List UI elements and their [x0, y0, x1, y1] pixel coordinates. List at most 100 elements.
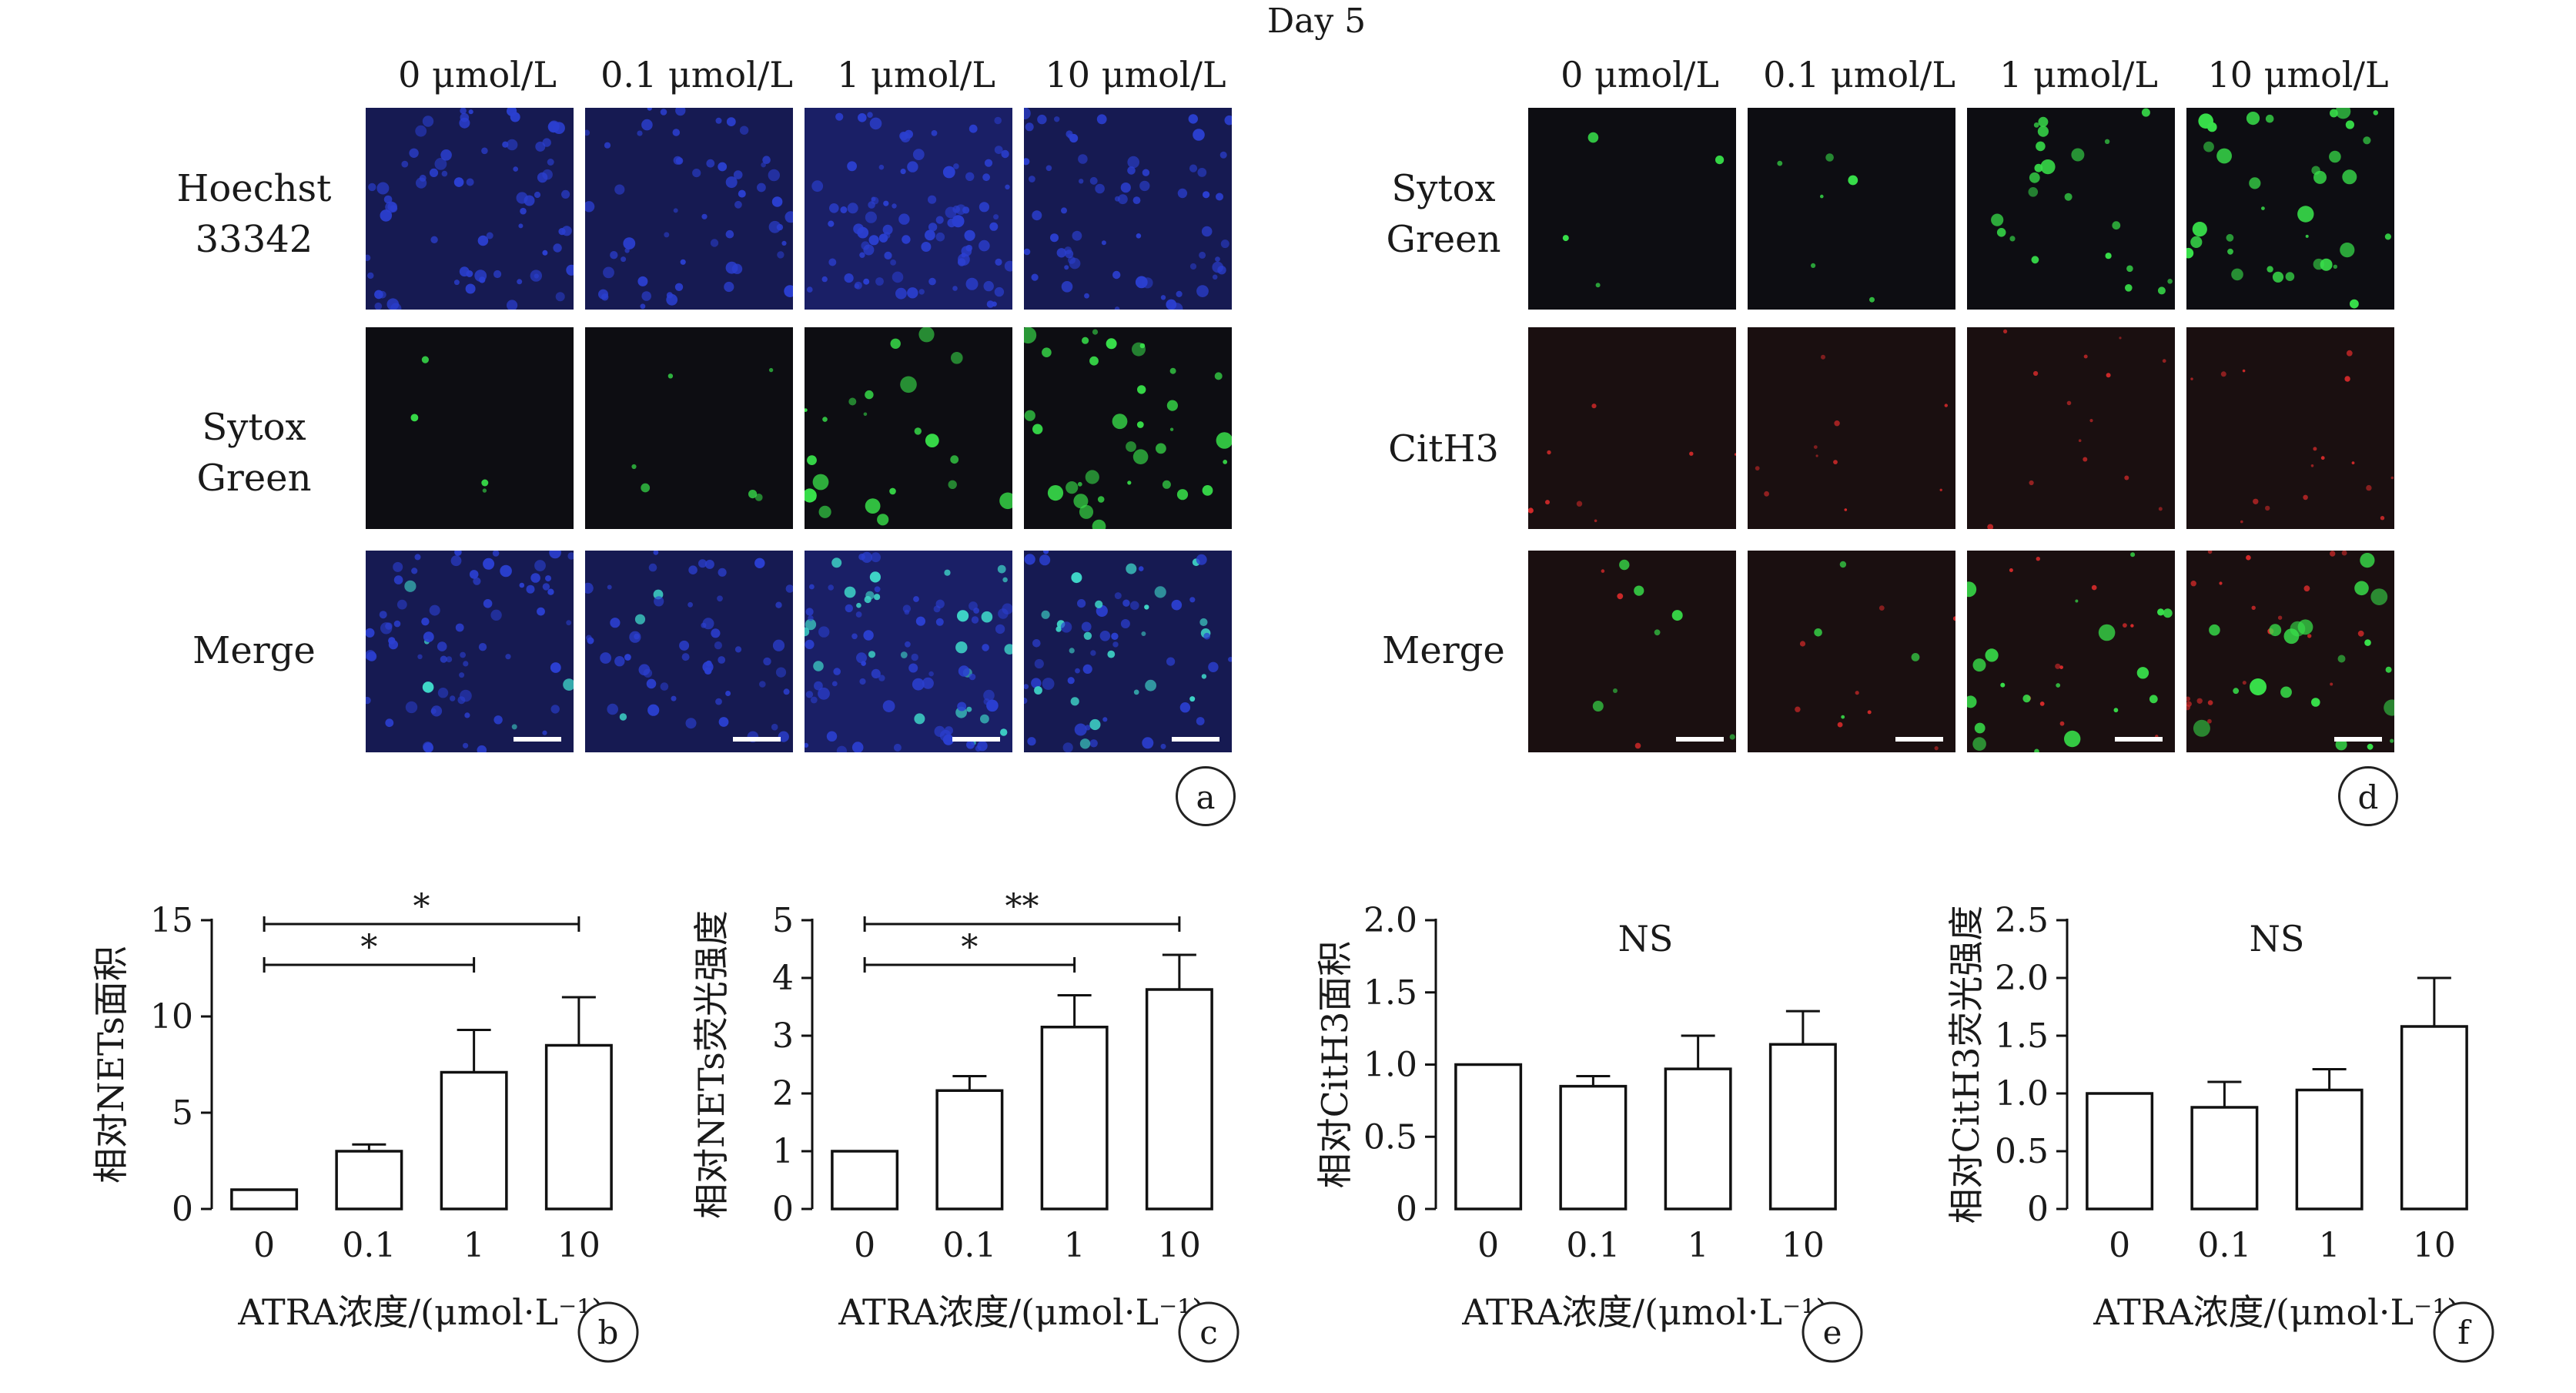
bar: [2190, 1106, 2259, 1211]
scale-bar: [1676, 737, 1724, 742]
figure-title: Day 5: [1266, 2, 1367, 41]
x-tick-label: 1: [1688, 1226, 1709, 1265]
micrograph-panel: [1024, 327, 1232, 529]
bar: [440, 1070, 508, 1211]
x-tick-label: 0.1: [1566, 1226, 1620, 1265]
panel-letter-circle: [1802, 1301, 1863, 1363]
significance-label: *: [413, 887, 430, 926]
panel-a-col-label: 0 μmol/L: [398, 54, 557, 95]
scale-bar: [2115, 737, 2163, 742]
x-tick-label: 0: [1477, 1226, 1499, 1265]
bar: [935, 1089, 1004, 1211]
x-tick-label: 0: [854, 1226, 875, 1265]
y-tick-label: 0: [172, 1190, 193, 1229]
panel-a-col-label: 0.1 μmol/L: [601, 54, 793, 95]
panel-d-col-label: 0 μmol/L: [1561, 54, 1719, 95]
x-tick-label: 0.1: [342, 1226, 396, 1265]
bar: [1559, 1084, 1628, 1211]
micrograph-panel: [805, 108, 1012, 310]
y-axis-label: 相对NETs面积: [90, 946, 132, 1184]
bar: [1768, 1043, 1837, 1211]
y-tick-label: 3: [772, 1016, 794, 1056]
panel-a-letter: a: [1176, 766, 1236, 826]
y-axis-label: 相对NETs荧光强度: [691, 910, 732, 1219]
x-tick-label: 1: [463, 1226, 485, 1265]
y-axis-label: 相对CitH3面积: [1314, 941, 1356, 1189]
x-tick-label: 10: [2413, 1226, 2456, 1265]
y-tick-label: 1.0: [1363, 1046, 1417, 1085]
x-axis-label: ATRA浓度/(μmol·L⁻¹): [237, 1291, 604, 1333]
y-tick-label: 2.0: [1995, 959, 2049, 998]
panel-d-row-label: Sytox Green: [1386, 167, 1501, 261]
y-tick-label: 15: [150, 901, 193, 940]
bar: [1664, 1067, 1732, 1211]
y-tick-label: 10: [150, 997, 193, 1036]
panel-d-letter: d: [2338, 766, 2398, 826]
micrograph-panel: [585, 551, 793, 752]
y-tick-label: 1: [772, 1132, 794, 1171]
panel-letter: e: [1823, 1314, 1842, 1351]
micrograph-panel: [1024, 108, 1232, 310]
micrograph-panel: [1748, 551, 1955, 752]
bar: [2295, 1088, 2364, 1211]
x-axis-label: ATRA浓度/(μmol·L⁻¹): [838, 1291, 1205, 1333]
ns-annotation: NS: [2250, 918, 2305, 959]
x-tick-label: 10: [1158, 1226, 1201, 1265]
panel-d-row-label: Merge: [1382, 629, 1505, 672]
micrograph-panel: [585, 108, 793, 310]
micrograph-panel: [1528, 551, 1736, 752]
y-tick-label: 4: [772, 959, 794, 998]
bar: [1145, 988, 1213, 1211]
x-tick-label: 1: [1064, 1226, 1086, 1265]
micrograph-panel: [366, 551, 574, 752]
scale-bar: [1895, 737, 1943, 742]
panel-a-row-label: Hoechst 33342: [176, 167, 332, 261]
bar: [831, 1150, 899, 1211]
micrograph-panel: [2186, 551, 2394, 752]
x-tick-label: 0: [253, 1226, 275, 1265]
scale-bar: [952, 737, 1000, 742]
bar: [335, 1150, 403, 1211]
x-tick-label: 1: [2319, 1226, 2340, 1265]
scale-bar: [2334, 737, 2382, 742]
micrograph-panel: [805, 327, 1012, 529]
panel-d-col-label: 0.1 μmol/L: [1763, 54, 1955, 95]
panel-a-row-label: Merge: [192, 629, 316, 672]
scale-bar: [1172, 737, 1219, 742]
panel-d-row-label: CitH3: [1388, 427, 1499, 470]
micrograph-panel: [1024, 551, 1232, 752]
y-tick-label: 0.5: [1995, 1132, 2049, 1171]
micrograph-panel: [2186, 327, 2394, 529]
micrograph-panel: [1748, 108, 1955, 310]
x-tick-label: 10: [557, 1226, 601, 1265]
panel-letter-circle: [1178, 1301, 1239, 1363]
panel-d-col-label: 1 μmol/L: [1999, 54, 2158, 95]
significance-label: **: [1005, 887, 1039, 926]
bar: [2400, 1025, 2468, 1211]
micrograph-panel: [1967, 327, 2175, 529]
panel-letter: c: [1199, 1314, 1218, 1351]
bar: [544, 1043, 613, 1211]
x-axis-label: ATRA浓度/(μmol·L⁻¹): [1461, 1291, 1828, 1333]
significance-label: *: [360, 928, 377, 967]
chart-c: 0 1 2 3 4 5 0 0.1 1 10 * ** 相对NETs荧光强度 ATRA浓度/(μmol·L…: [677, 878, 1309, 1371]
x-tick-label: 10: [1781, 1226, 1825, 1265]
panel-letter: b: [598, 1314, 619, 1351]
bar: [230, 1188, 299, 1211]
micrograph-panel: [1528, 108, 1736, 310]
panel-d-col-label: 10 μmol/L: [2207, 54, 2389, 95]
panel-a-col-label: 10 μmol/L: [1045, 54, 1226, 95]
micrograph-panel: [1967, 551, 2175, 752]
bar: [1040, 1026, 1109, 1211]
x-tick-label: 0: [2109, 1226, 2130, 1265]
panel-a-row-label: Sytox Green: [196, 406, 312, 500]
x-tick-label: 0.1: [942, 1226, 996, 1265]
panel-a-col-label: 1 μmol/L: [837, 54, 995, 95]
chart-b: 0 5 10 15 0 0.1 1 10 * * 相对NETs面积 ATRA浓度/(μmol·L⁻¹)…: [77, 878, 708, 1371]
y-tick-label: 2: [772, 1074, 794, 1113]
y-tick-label: 1.0: [1995, 1074, 2049, 1113]
panel-letter-circle: [577, 1301, 639, 1363]
micrograph-panel: [366, 108, 574, 310]
micrograph-panel: [1748, 327, 1955, 529]
chart-f: 0 0.5 1.0 1.5 2.0 2.5 0 0.1 1 10 NS 相对CitH3荧光强度 ATRA…: [1932, 878, 2564, 1371]
